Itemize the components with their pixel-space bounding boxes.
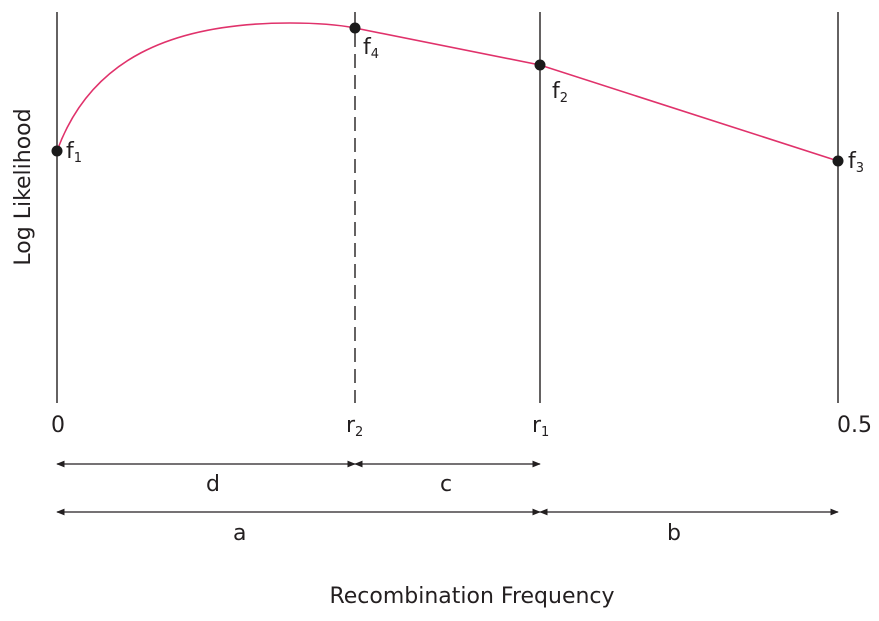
tick-r1: r1 (532, 413, 549, 440)
label-f4: f4 (363, 35, 379, 62)
tick-half: 0.5 (837, 413, 872, 438)
label-f3: f3 (848, 149, 864, 176)
x-axis-title: Recombination Frequency (329, 584, 614, 609)
tick-r2: r2 (346, 413, 363, 440)
interval-a-label: a (233, 521, 246, 546)
point-f2 (534, 59, 546, 71)
label-f1: f1 (66, 139, 82, 166)
interval-d-label: d (206, 472, 220, 497)
interval-b-label: b (667, 521, 681, 546)
interval-c-label: c (440, 472, 452, 497)
y-axis-title: Log Likelihood (11, 108, 36, 265)
likelihood-curve (56, 22, 839, 162)
point-f1 (51, 145, 63, 157)
label-f2: f2 (552, 79, 568, 106)
tick-zero: 0 (51, 413, 65, 438)
point-f4 (349, 22, 361, 34)
point-f3 (832, 155, 844, 167)
